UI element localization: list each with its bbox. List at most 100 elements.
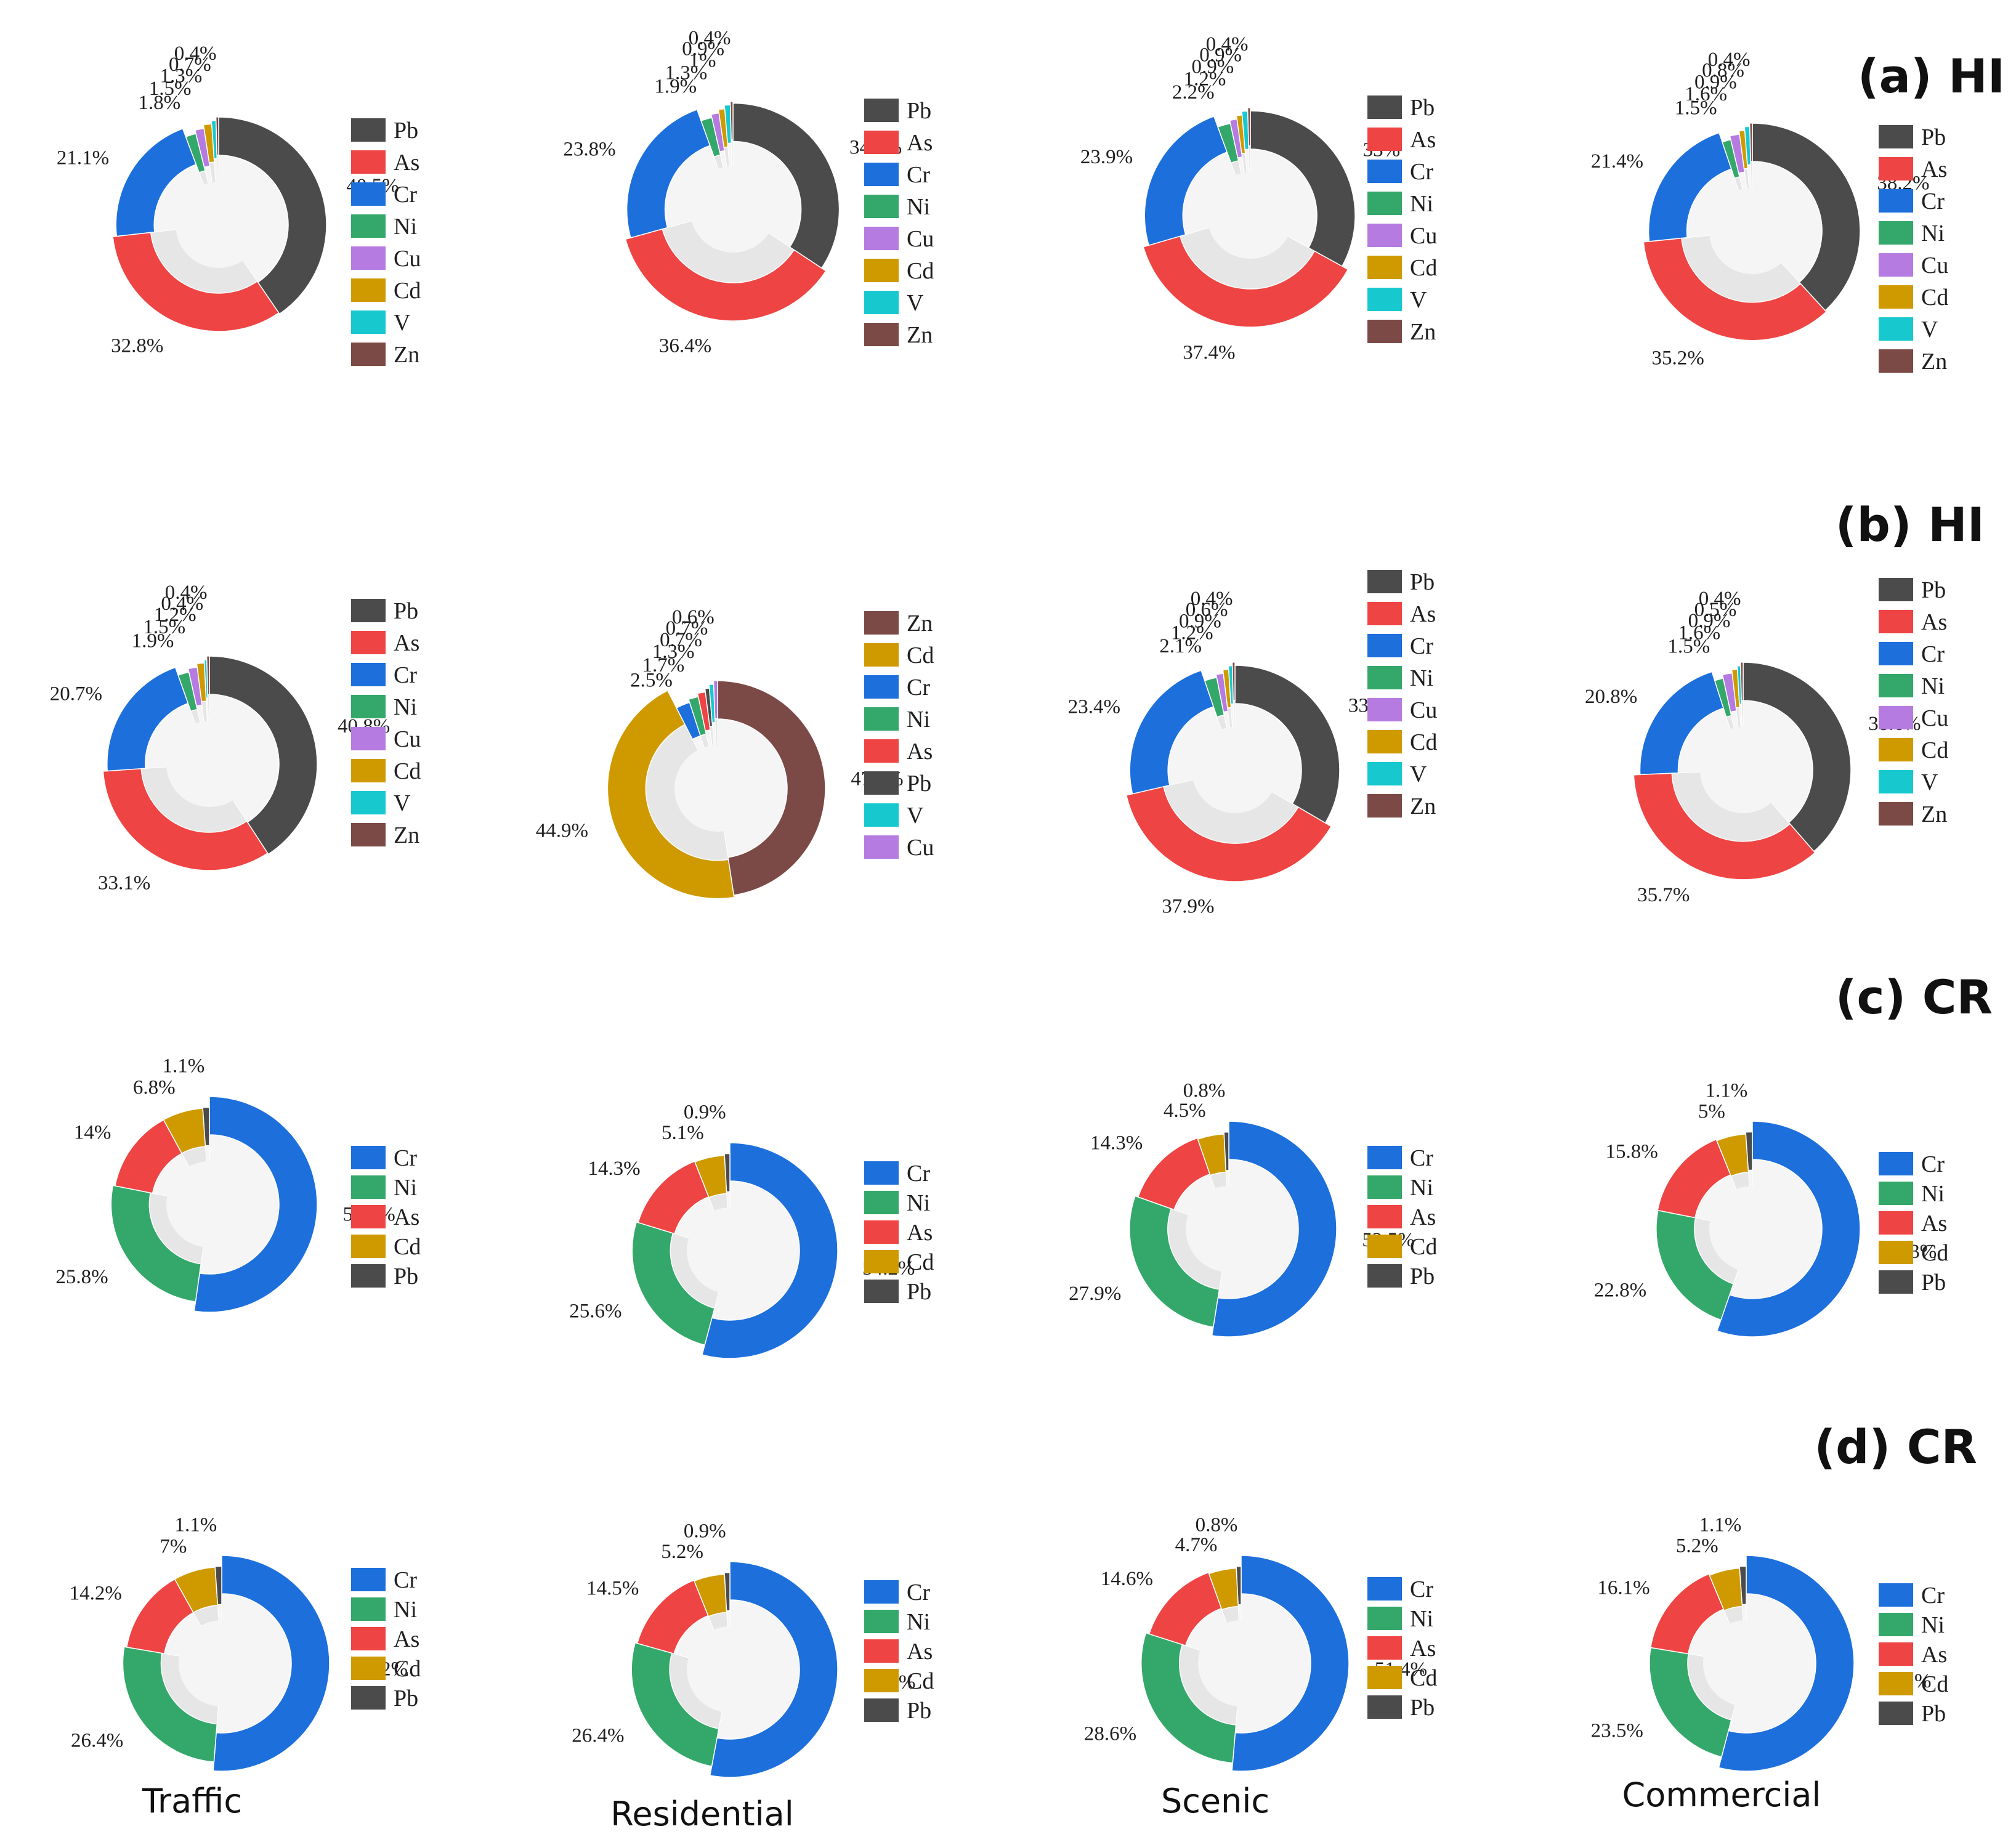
legend-swatch-as (1879, 157, 1913, 181)
rose-segment-as (1650, 1573, 1725, 1655)
rose-segment-cr (107, 667, 189, 772)
value-label-ni: 26.4% (572, 1724, 624, 1747)
legend-label-ni: Ni (1410, 1175, 1433, 1201)
centre-disc (1207, 172, 1293, 259)
legend-label-zn: Zn (907, 611, 933, 636)
legend-swatch-cr (864, 163, 899, 186)
legend-label-cd: Cd (907, 643, 934, 668)
legend-label-ni: Ni (907, 1190, 930, 1216)
legend-swatch-cr (351, 663, 386, 686)
rose-segment-cr (1648, 132, 1732, 242)
legend-label-as: As (907, 1639, 933, 1665)
legend-swatch-as (1367, 1205, 1402, 1228)
legend-label-cu: Cu (394, 726, 421, 752)
legend-label-as: As (1410, 127, 1436, 153)
value-label-pb: 1.1% (1705, 1080, 1747, 1102)
legend-label-as: As (394, 150, 419, 176)
rose-segment-cr (193, 1096, 318, 1313)
value-label-as: 15.8% (1606, 1140, 1658, 1162)
legend-swatch-cd (351, 1235, 386, 1258)
value-label-cd: 4.5% (1164, 1100, 1206, 1122)
legend-swatch-cd (864, 643, 899, 667)
rose-segment-zn (1231, 662, 1236, 701)
legend-swatch-cr (1367, 160, 1402, 183)
legend-swatch-cu (864, 835, 899, 859)
legend-label-pb: Pb (1410, 1695, 1435, 1721)
legend-swatch-as (864, 739, 899, 763)
value-label-as: 14.3% (1090, 1132, 1143, 1154)
legend-label-pb: Pb (907, 1279, 931, 1305)
legend-swatch-ni (351, 695, 386, 718)
value-label-ni: 1.9% (132, 630, 174, 652)
rose-segment-pb (724, 1572, 731, 1612)
value-label-ni: 2.2% (1172, 81, 1215, 103)
legend-label-cr: Cr (1921, 189, 1945, 214)
rose-segment-as (625, 228, 827, 322)
value-label-as: 32.8% (111, 335, 163, 357)
legend-swatch-cu (351, 246, 386, 270)
legend-swatch-cd (1879, 1672, 1913, 1695)
legend-label-pb: Pb (907, 98, 931, 124)
value-label-cd: 5% (1698, 1100, 1725, 1122)
legend-label-cr: Cr (1921, 1151, 1945, 1177)
value-label-pb: 0.8% (1183, 1080, 1226, 1102)
value-label-zn: 0.4% (174, 43, 217, 65)
value-label-zn: 0.4% (1191, 588, 1233, 610)
value-label-v: 0.5% (1694, 599, 1737, 621)
rose-segment-cr (213, 1555, 330, 1772)
value-label-as: 37.4% (1183, 342, 1235, 364)
legend-label-cd: Cd (394, 758, 421, 784)
legend-swatch-cd (351, 759, 386, 782)
rose-segment-pb (1745, 1131, 1753, 1171)
value-label-pb: 0.9% (684, 1520, 726, 1543)
rose-segment-cr (1718, 1555, 1855, 1772)
legend-label-v: V (394, 310, 411, 336)
rose-segment-cr (1129, 670, 1214, 795)
legend-label-cu: Cu (1921, 705, 1948, 731)
value-label-cr: 20.7% (50, 683, 102, 705)
rose-segment-pb (724, 1153, 731, 1193)
legend-swatch-zn (1879, 349, 1913, 373)
legend-label-pb: Pb (907, 771, 931, 797)
rose-chart-traffic-1: 40.5%32.8%21.1%1.8%1.5%1.3%0.7%0.4%PbAsC… (57, 43, 421, 368)
value-label-cd: 5.2% (661, 1541, 703, 1563)
legend-residential-3: Cr Ni As Cd Pb (864, 1161, 934, 1305)
legend-swatch-ni (864, 1610, 899, 1633)
legend-swatch-as (864, 1220, 899, 1244)
legend-label-ni: Ni (1410, 665, 1433, 691)
legend-swatch-cr (1879, 189, 1913, 213)
value-label-cr: 20.8% (1585, 686, 1637, 708)
value-label-pb: 1.1% (1699, 1514, 1741, 1536)
legend-swatch-as (1367, 602, 1402, 625)
legend-swatch-v (1367, 762, 1402, 785)
legend-swatch-pb (1879, 1270, 1913, 1294)
rose-segment-cr (115, 128, 197, 237)
value-label-v: 0.8% (1702, 60, 1744, 82)
value-label-zn: 0.4% (689, 27, 731, 49)
centre-disc (1198, 1620, 1284, 1706)
legend-swatch-as (351, 150, 386, 174)
rose-segment-cr (1144, 115, 1228, 246)
legend-label-cd: Cd (1921, 737, 1948, 763)
legend-label-as: As (1921, 156, 1947, 182)
legend-swatch-cr (864, 1580, 899, 1604)
centre-disc (687, 1207, 773, 1294)
legend-label-as: As (1410, 601, 1436, 627)
column-label-traffic: Traffic (142, 1782, 242, 1820)
value-label-cu: 1.3% (665, 62, 708, 84)
legend-swatch-ni (351, 1597, 386, 1621)
value-label-cd: 4.7% (1175, 1534, 1218, 1556)
legend-residential-2: Zn Cd Cr Ni As Pb V Cu (864, 611, 934, 861)
legend-label-as: As (394, 630, 419, 656)
legend-label-as: As (1410, 1204, 1436, 1230)
legend-traffic-1: Pb As Cr Ni Cu Cd V Zn (351, 118, 421, 368)
value-label-ni: 22.8% (1594, 1280, 1646, 1302)
legend-swatch-as (351, 631, 386, 654)
legend-swatch-zn (1367, 794, 1402, 818)
legend-swatch-v (864, 803, 899, 827)
legend-swatch-zn (1879, 802, 1913, 826)
legend-swatch-cu (351, 727, 386, 750)
legend-label-v: V (1921, 769, 1938, 795)
legend-swatch-v (864, 291, 899, 314)
